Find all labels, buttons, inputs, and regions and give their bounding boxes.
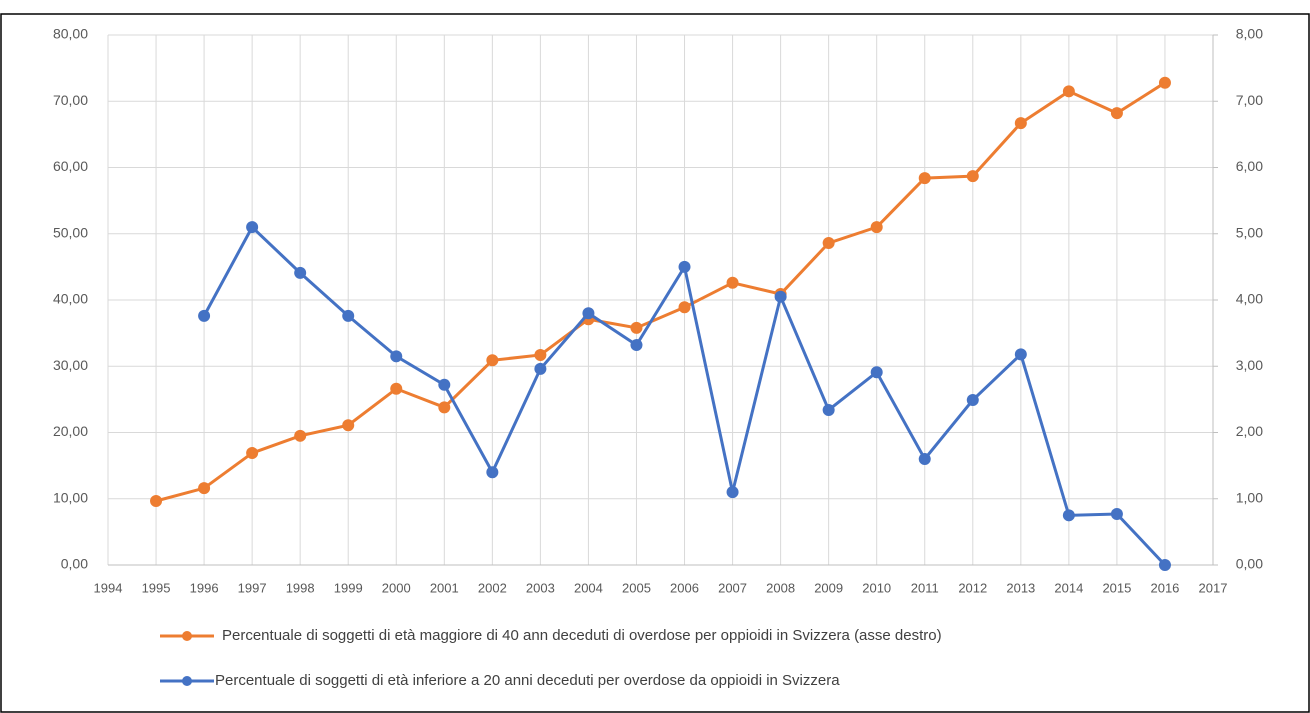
point: [486, 354, 499, 367]
y2-tick-label: 4,00: [1236, 291, 1263, 307]
point: [438, 401, 451, 414]
y-tick-label: 20,00: [53, 423, 88, 439]
point: [1110, 507, 1123, 520]
point: [534, 348, 547, 361]
x-tick-label: 2009: [814, 580, 843, 595]
x-tick-label: 2017: [1199, 580, 1228, 595]
point: [678, 301, 691, 314]
y-tick-label: 70,00: [53, 92, 88, 108]
point: [1062, 509, 1075, 522]
x-tick-label: 2014: [1054, 580, 1083, 595]
point: [918, 172, 931, 185]
point: [678, 260, 691, 273]
point: [774, 290, 787, 303]
point: [150, 495, 163, 508]
x-tick-label: 1995: [142, 580, 171, 595]
point: [822, 403, 835, 416]
series-line: [155, 81, 1166, 503]
x-tick-label: 1997: [238, 580, 267, 595]
x-tick-label: 2010: [862, 580, 891, 595]
x-tick-label: 2013: [1006, 580, 1035, 595]
point: [918, 453, 931, 465]
y-tick-label: 40,00: [53, 291, 88, 307]
point: [630, 339, 643, 352]
point: [822, 237, 835, 250]
x-tick-label: 2012: [958, 580, 987, 595]
x-tick-label: 2016: [1150, 580, 1179, 595]
x-tick-label: 2008: [766, 580, 795, 595]
point: [1110, 107, 1123, 120]
point: [246, 447, 259, 460]
y-tick-label: 10,00: [53, 489, 88, 505]
point: [534, 362, 547, 375]
point: [966, 394, 979, 407]
x-tick-label: 2006: [670, 580, 699, 595]
x-tick-label: 1996: [190, 580, 219, 595]
point: [726, 486, 739, 499]
point: [246, 221, 259, 234]
point: [342, 419, 355, 432]
point: [1158, 76, 1171, 89]
y-tick-label: 30,00: [53, 357, 88, 373]
x-tick-label: 2002: [478, 580, 507, 595]
point: [198, 309, 211, 322]
point: [870, 221, 883, 234]
x-tick-label: 2011: [911, 580, 939, 595]
x-tick-label: 2005: [622, 580, 651, 595]
point: [294, 429, 307, 442]
y2-tick-label: 6,00: [1236, 158, 1263, 174]
point: [726, 276, 739, 289]
x-tick-label: 2000: [382, 580, 411, 595]
point: [390, 382, 403, 395]
point: [390, 350, 403, 363]
legend-marker: [182, 676, 192, 686]
point: [582, 307, 595, 320]
point: [870, 366, 883, 379]
y2-tick-label: 0,00: [1236, 556, 1263, 572]
x-tick-label: 2001: [430, 580, 459, 595]
point: [342, 309, 355, 322]
legend-label: Percentuale di soggetti di età inferiore…: [215, 672, 840, 689]
point: [966, 170, 979, 183]
x-tick-label: 2003: [526, 580, 555, 595]
y-tick-label: 50,00: [53, 224, 88, 240]
point: [294, 266, 307, 279]
point: [198, 482, 211, 495]
y2-tick-label: 3,00: [1236, 357, 1263, 373]
point: [630, 321, 643, 334]
x-tick-label: 1999: [334, 580, 363, 595]
y2-tick-label: 7,00: [1236, 92, 1263, 108]
x-tick-label: 1994: [94, 580, 123, 595]
y2-tick-label: 2,00: [1236, 423, 1263, 439]
x-tick-label: 2004: [574, 580, 603, 595]
point: [486, 466, 499, 479]
point: [1158, 559, 1171, 571]
y-tick-label: 60,00: [53, 158, 88, 174]
legend-marker: [182, 631, 192, 641]
point: [1062, 85, 1075, 98]
legend-label: Percentuale di soggetti di età maggiore …: [222, 627, 942, 644]
point: [438, 378, 451, 391]
chart-frame: [0, 13, 1310, 713]
x-tick-label: 2007: [718, 580, 747, 595]
x-tick-label: 1998: [286, 580, 315, 595]
y2-tick-label: 1,00: [1236, 489, 1263, 505]
y2-tick-label: 5,00: [1236, 224, 1263, 240]
y-tick-label: 0,00: [61, 556, 88, 572]
x-tick-label: 2015: [1102, 580, 1131, 595]
y2-tick-label: 8,00: [1236, 26, 1263, 42]
y-tick-label: 80,00: [53, 26, 88, 42]
point: [1014, 348, 1027, 361]
point: [1014, 117, 1027, 130]
